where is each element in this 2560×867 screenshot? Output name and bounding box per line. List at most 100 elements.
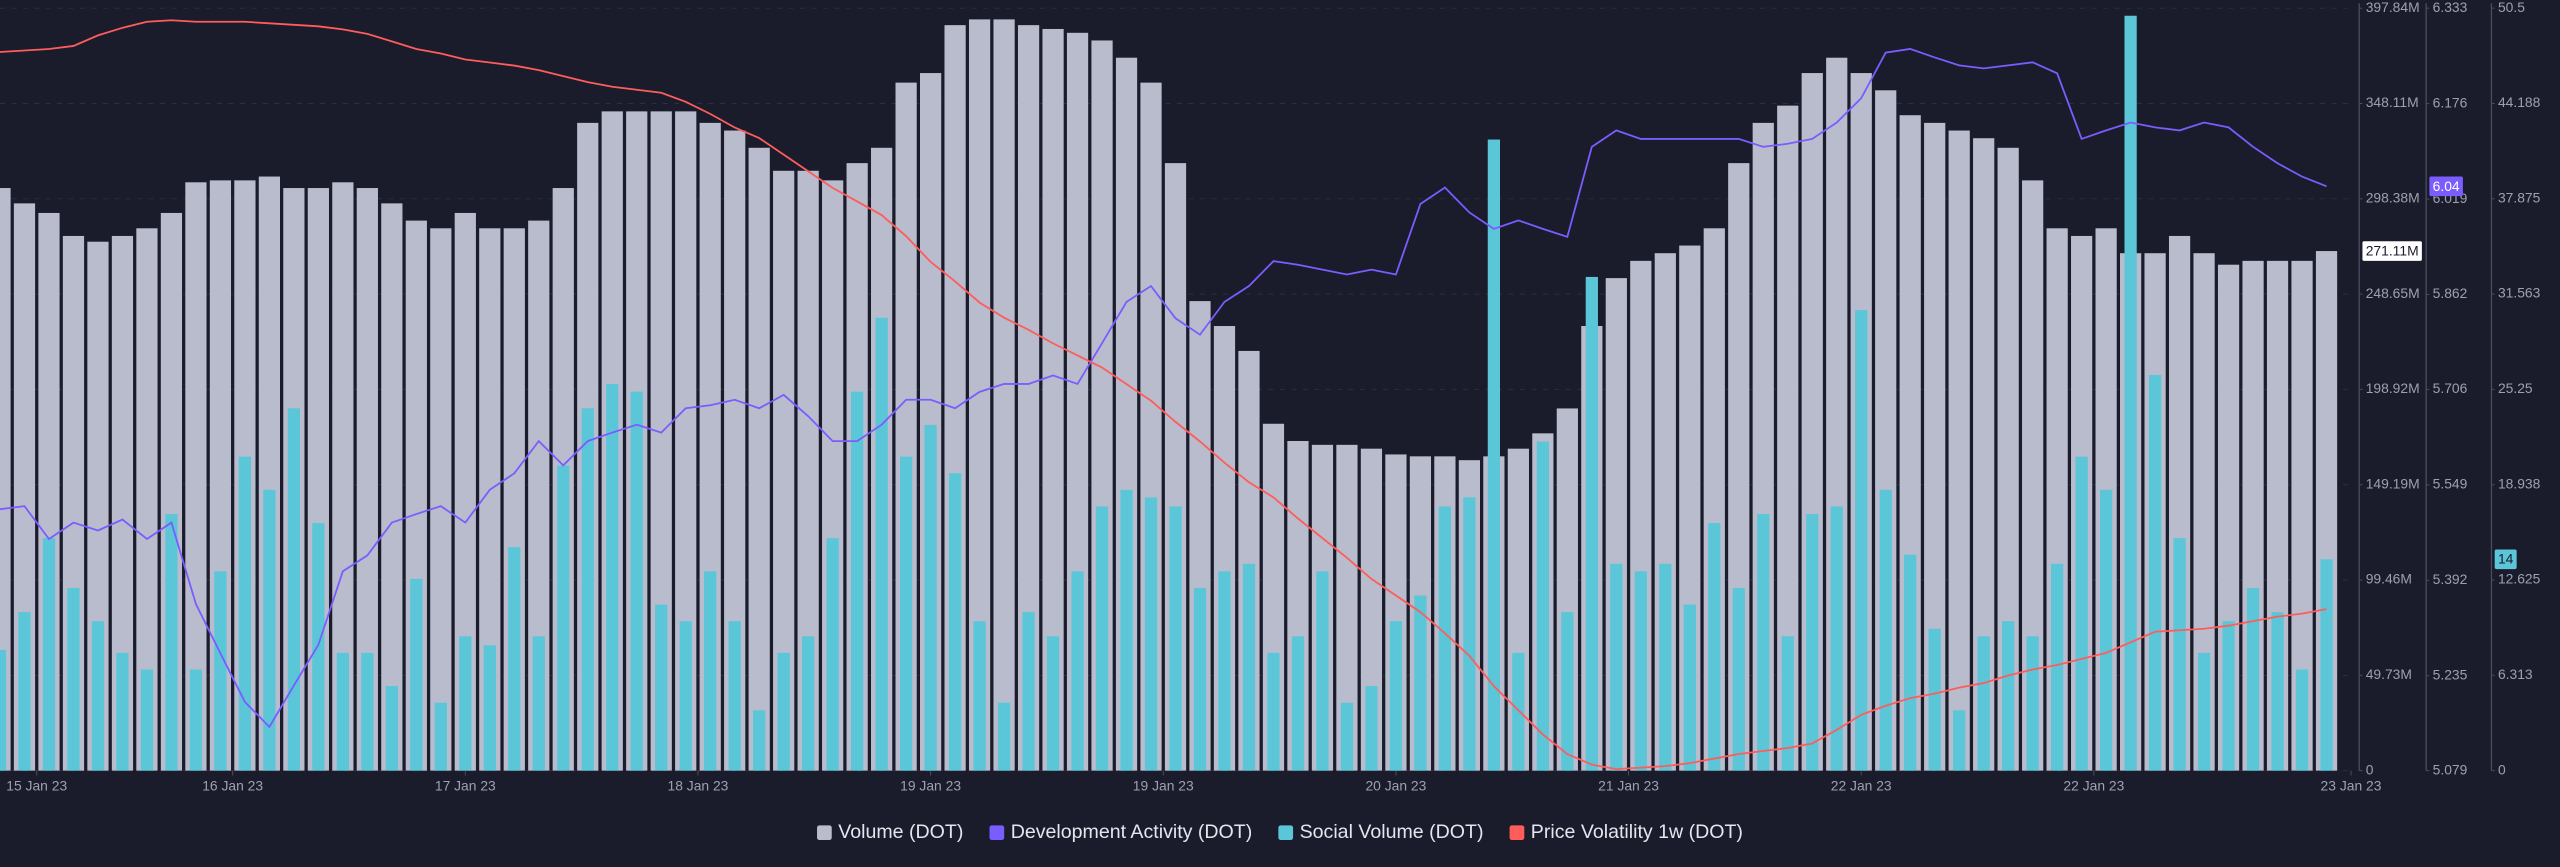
bar [2197, 652, 2211, 771]
axes: 15 Jan 23 16 Jan 23 17 Jan 23 18 Jan 23 19 J… [6, 0, 2540, 794]
legend-swatch [1278, 825, 1294, 841]
bar [724, 130, 746, 771]
x-tick-label: 18 Jan 23 [668, 778, 729, 794]
bar [2295, 669, 2309, 771]
bar [1904, 554, 1917, 771]
bar [2148, 375, 2162, 771]
bar [728, 621, 741, 771]
bar [1120, 489, 1133, 771]
bar [679, 621, 692, 771]
bar [116, 652, 129, 771]
bar [993, 19, 1015, 771]
bar [1169, 506, 1182, 771]
bar [1022, 612, 1035, 771]
bar [1561, 612, 1574, 771]
y-tick-label: 5.706 [2433, 380, 2468, 396]
y-tick-label: 6.333 [2433, 0, 2468, 15]
bar [459, 636, 472, 771]
bar [997, 702, 1011, 771]
bar [1071, 571, 1084, 771]
bar [753, 710, 766, 771]
y-tick-label: 25.25 [2498, 380, 2533, 396]
y-tick-label: 5.079 [2433, 761, 2468, 777]
bar [356, 188, 378, 771]
x-tick-label: 23 Jan 23 [2321, 778, 2382, 794]
bar [508, 547, 521, 771]
bar [968, 19, 991, 771]
x-tick-label: 20 Jan 23 [1365, 778, 1426, 794]
bar [1017, 25, 1040, 771]
bar [675, 111, 697, 771]
y-tick-label: 6.313 [2498, 666, 2533, 682]
bar [900, 456, 913, 771]
value-badge [2362, 241, 2422, 261]
bar [1536, 441, 1549, 771]
bar [1144, 497, 1158, 771]
bar [797, 170, 819, 771]
bar [1193, 587, 1207, 771]
y-tick-label: 5.235 [2433, 666, 2468, 682]
value-badge-label: 271.11M [2366, 243, 2419, 259]
bar [111, 235, 134, 771]
y-tick-label: 5.862 [2433, 285, 2468, 301]
value-badge [2494, 549, 2517, 570]
bar [802, 636, 815, 771]
bar [91, 621, 105, 771]
bar [1267, 652, 1280, 771]
bar [581, 408, 594, 771]
bar [1977, 636, 1990, 771]
legend-label: Social Volume (DOT) [1300, 821, 1484, 843]
y-tick-label: 6.176 [2433, 94, 2468, 110]
x-tick-label: 22 Jan 23 [1831, 778, 1892, 794]
y-tick-label: 18.938 [2498, 475, 2541, 491]
bar [430, 228, 452, 771]
bar [1855, 310, 1868, 771]
y-tick-label: 348.11M [2366, 94, 2419, 110]
bar [2271, 612, 2284, 771]
bar [0, 188, 11, 771]
bar [385, 686, 398, 771]
y-tick-label: 248.65M [2366, 285, 2420, 301]
bar [0, 649, 7, 771]
y-tick-label: 37.875 [2498, 189, 2541, 205]
marks [0, 15, 2338, 771]
x-tick-label: 15 Jan 23 [6, 778, 67, 794]
bar [1242, 563, 1256, 771]
bar [2193, 253, 2215, 771]
bar [1924, 122, 1946, 771]
bar [1757, 513, 1770, 771]
bar [1316, 571, 1329, 771]
bar [214, 571, 227, 771]
bar [165, 513, 178, 771]
bar [528, 220, 550, 771]
x-tick-label: 19 Jan 23 [1133, 778, 1194, 794]
bar [332, 182, 354, 771]
bar [2124, 15, 2137, 771]
legend-swatch [817, 825, 832, 841]
bar [2222, 621, 2235, 771]
y-tick-label: 198.92M [2366, 380, 2420, 396]
bar [287, 408, 300, 771]
bar [1830, 506, 1843, 771]
bar [1365, 686, 1378, 771]
bar [1634, 571, 1647, 771]
bar [1046, 636, 1060, 771]
bar [185, 182, 207, 771]
bar [1095, 506, 1109, 771]
bar [454, 212, 476, 771]
y-tick-label: 5.392 [2433, 571, 2468, 587]
bar [948, 473, 962, 771]
bar [434, 702, 447, 771]
bar [1512, 652, 1525, 771]
bar [1585, 276, 1598, 771]
bar [1997, 147, 2019, 771]
y-tick-label: 49.73M [2366, 666, 2412, 682]
bar [1928, 628, 1941, 771]
bar [1777, 105, 1799, 771]
bar [1463, 497, 1476, 771]
bar [1042, 28, 1064, 771]
x-tick-label: 16 Jan 23 [202, 778, 263, 794]
y-tick-label: 298.38M [2366, 189, 2420, 205]
